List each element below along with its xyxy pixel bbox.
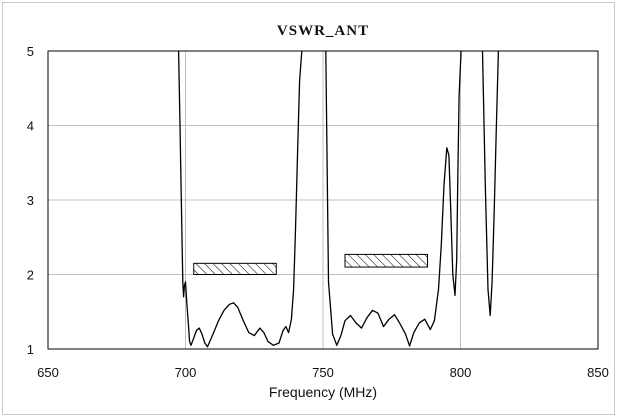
chart-title: VSWR_ANT bbox=[277, 23, 369, 39]
series-layer bbox=[177, 51, 500, 348]
grid-layer bbox=[48, 51, 598, 349]
y-tick-label: 5 bbox=[27, 44, 34, 59]
x-tick-label: 850 bbox=[587, 365, 609, 380]
x-tick-label: 650 bbox=[37, 365, 59, 380]
y-tick-label: 3 bbox=[27, 193, 34, 208]
chart-frame: VSWR_ANT 1 2 3 4 5 650 700 750 800 850 Frequency … bbox=[2, 2, 615, 415]
hatched-boxes bbox=[193, 253, 428, 276]
hatched-spec-box bbox=[193, 262, 277, 276]
x-tick-label: 800 bbox=[450, 365, 472, 380]
y-tick-label: 1 bbox=[27, 342, 34, 357]
x-tick-label: 750 bbox=[312, 365, 334, 380]
hatched-spec-box bbox=[344, 253, 428, 268]
x-axis-title: Frequency (MHz) bbox=[269, 384, 377, 400]
vswr-series-line bbox=[177, 51, 500, 348]
x-tick-label: 700 bbox=[175, 365, 197, 380]
vswr-chart: VSWR_ANT 1 2 3 4 5 650 700 750 800 850 Frequency … bbox=[27, 23, 609, 400]
tick-labels: 1 2 3 4 5 650 700 750 800 850 bbox=[27, 44, 609, 380]
y-tick-label: 2 bbox=[27, 268, 34, 283]
y-tick-label: 4 bbox=[27, 119, 34, 134]
plot-area bbox=[47, 50, 599, 350]
